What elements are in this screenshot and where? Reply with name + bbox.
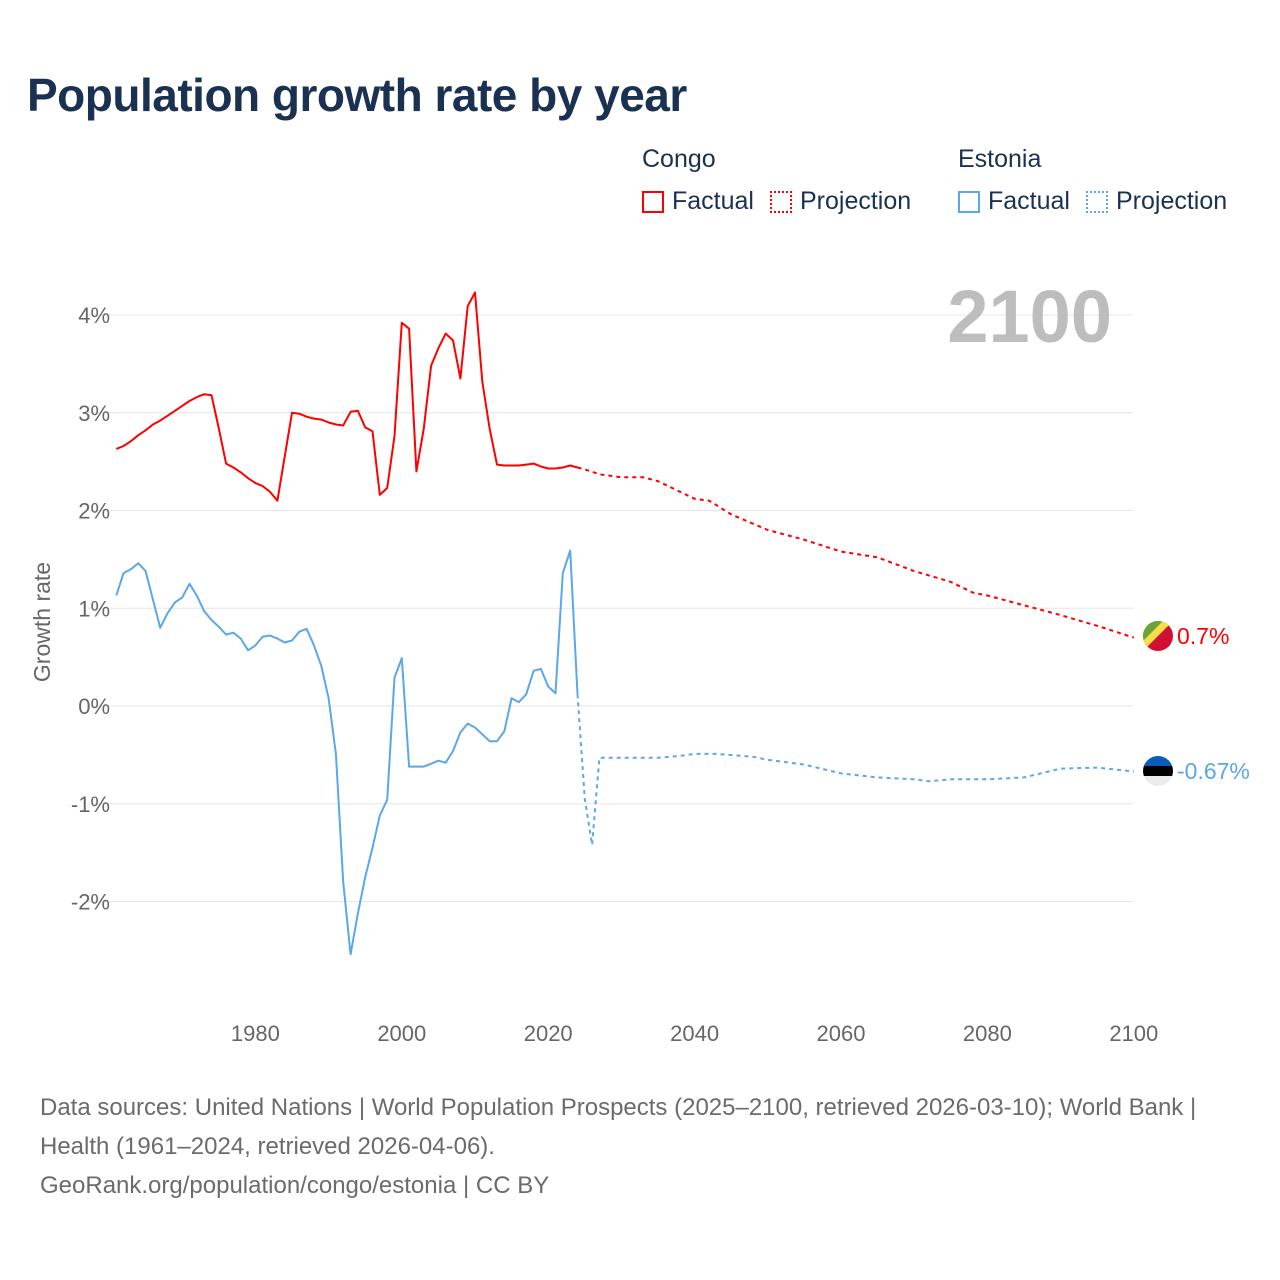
estonia-flag-icon <box>1143 756 1173 786</box>
dotted-swatch-icon <box>1085 190 1108 213</box>
congo-projection-line <box>577 466 1135 639</box>
estonia-projection-line <box>576 694 1134 846</box>
congo-flag-icon <box>1143 621 1173 651</box>
chart-title: Population growth rate by year <box>27 69 687 121</box>
legend-label: Projection <box>1115 187 1228 215</box>
estonia-factual-line <box>115 549 579 956</box>
x-tick-label: 2040 <box>670 1021 719 1046</box>
y-tick-label: -1% <box>71 792 110 817</box>
legend-label: Projection <box>799 187 912 215</box>
legend-congo: Congo Factual Projection <box>642 145 927 216</box>
year-overlay: 2100 <box>947 275 1112 358</box>
dotted-swatch-icon <box>769 190 792 213</box>
y-tick-label: 0% <box>78 694 110 719</box>
estonia-end-label: -0.67% <box>1177 758 1250 784</box>
y-tick-label: 2% <box>78 499 110 524</box>
x-tick-label: 2060 <box>817 1021 866 1046</box>
y-tick-label: -2% <box>71 890 110 915</box>
x-tick-label: 1980 <box>231 1021 280 1046</box>
data-sources: Data sources: United Nations | World Pop… <box>40 1094 1197 1160</box>
legend-estonia-projection[interactable]: Projection <box>1085 187 1228 216</box>
line-chart: 4% 3% 2% 1% 0% -1% -2% 1980 2000 2020 2040 2060 2080… <box>29 275 1250 1046</box>
legend-estonia-factual[interactable]: Factual <box>958 187 1070 216</box>
legend-estonia: Estonia Factual Projection <box>958 145 1243 216</box>
legend-congo-title: Congo <box>642 145 716 173</box>
congo-end-label: 0.7% <box>1177 623 1229 649</box>
legend-congo-factual[interactable]: Factual <box>642 187 754 216</box>
legend-congo-projection[interactable]: Projection <box>769 187 912 216</box>
credit-link[interactable]: GeoRank.org/population/congo/estonia | C… <box>40 1172 550 1199</box>
solid-swatch-icon <box>642 190 664 213</box>
legend-label: Factual <box>988 187 1070 215</box>
y-axis-label: Growth rate <box>29 562 55 682</box>
y-tick-label: 3% <box>78 401 110 426</box>
congo-factual-line <box>115 291 578 502</box>
footer: Data sources: United Nations | World Pop… <box>40 1088 1240 1205</box>
x-tick-label: 2080 <box>963 1021 1012 1046</box>
x-tick-label: 2100 <box>1109 1021 1158 1046</box>
solid-swatch-icon <box>958 190 980 213</box>
y-tick-label: 1% <box>78 596 110 621</box>
legend-label: Factual <box>672 187 754 215</box>
x-tick-label: 2000 <box>377 1021 426 1046</box>
y-tick-label: 4% <box>78 303 110 328</box>
legend-estonia-title: Estonia <box>958 145 1042 173</box>
x-tick-label: 2020 <box>524 1021 573 1046</box>
